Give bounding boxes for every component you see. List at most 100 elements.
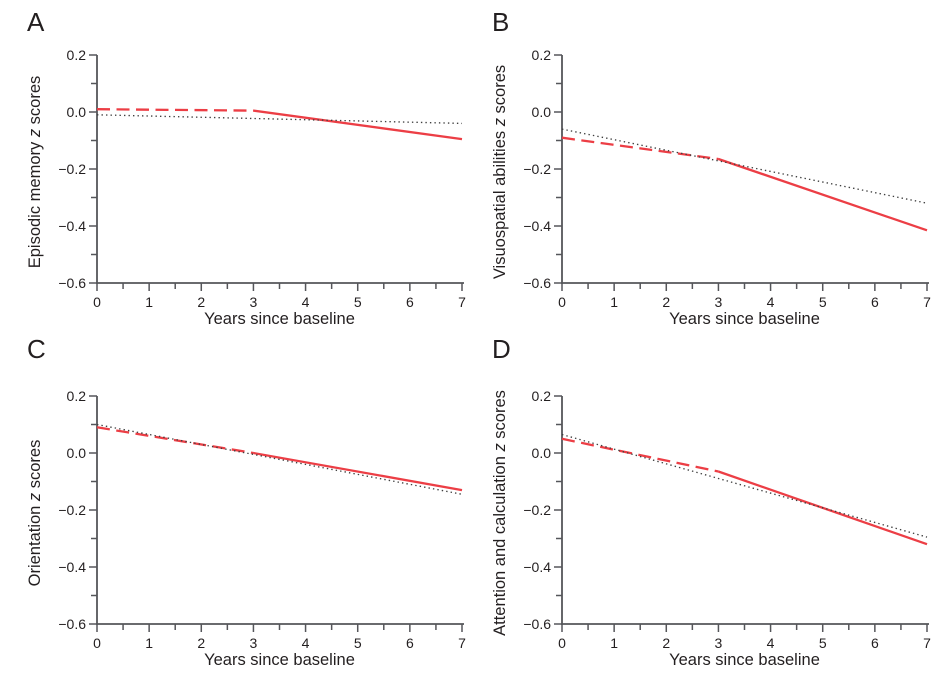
y-tick-label: −0.4 [58, 559, 86, 575]
orientation-plot: 0.2 0.0 −0.2 −0.4 −0.6 0 1 2 3 4 5 6 7 Years since ba… [26, 388, 466, 669]
x-tick-label: 5 [354, 635, 362, 651]
series-line-red-solid-years-3-7 [253, 109, 463, 141]
ticks [89, 395, 463, 632]
axes [96, 396, 464, 625]
y-axis-title: Attention and calculation z scores [491, 390, 509, 636]
series-line-red-dashed-years-0-3 [561, 136, 719, 161]
x-tick-label: 1 [145, 294, 153, 310]
y-tick-label: 0.2 [67, 388, 87, 404]
y-tick-label: 0.0 [67, 445, 87, 461]
x-tick-label: 1 [610, 294, 618, 310]
attention-and-calculation-plot: 0.2 0.0 −0.2 −0.4 −0.6 0 1 2 3 4 5 6 7 Years since ba… [491, 388, 931, 669]
x-tick-label: 7 [923, 294, 931, 310]
panel-c-orientation: C 0.2 0.0 −0.2 −0.4 −0.6 0 1 2 3 4 5 6 7 Years since … [0, 336, 484, 683]
y-tick-label: 0.2 [532, 47, 552, 63]
y-tick-label: −0.2 [58, 502, 86, 518]
panel-b-letter: B [492, 7, 510, 37]
y-axis-title-text: scores [491, 390, 509, 443]
tick-labels: 0.2 0.0 −0.2 −0.4 −0.6 0 1 2 3 4 5 6 7 [523, 388, 931, 651]
y-tick-label: 0.2 [67, 47, 87, 63]
axes [561, 55, 929, 284]
ticks [554, 395, 928, 632]
x-axis-title: Years since baseline [204, 310, 355, 328]
series-line-gray-dotted-reference [561, 433, 928, 538]
series-line-red-dashed-years-0-3 [96, 108, 254, 112]
panel-c-letter: C [27, 334, 46, 364]
x-tick-label: 0 [93, 635, 101, 651]
axes [561, 396, 929, 625]
x-tick-label: 4 [302, 294, 310, 310]
x-tick-label: 0 [558, 294, 566, 310]
x-tick-label: 0 [93, 294, 101, 310]
x-axis-title: Years since baseline [204, 651, 355, 669]
x-tick-label: 6 [406, 294, 414, 310]
y-axis-title-text: Orientation [26, 501, 44, 586]
x-tick-label: 7 [923, 635, 931, 651]
y-tick-label: −0.2 [58, 161, 86, 177]
y-tick-label: 0.0 [532, 445, 552, 461]
x-tick-label: 3 [715, 635, 723, 651]
y-tick-label: 0.2 [532, 388, 552, 404]
y-axis-title-text: scores [26, 76, 44, 129]
x-tick-label: 6 [871, 294, 879, 310]
tick-labels: 0.2 0.0 −0.2 −0.4 −0.6 0 1 2 3 4 5 6 7 [523, 47, 931, 310]
x-tick-label: 4 [767, 294, 775, 310]
y-axis-title-text: scores [26, 440, 44, 493]
series-line-gray-dotted-reference [96, 423, 463, 495]
x-tick-label: 1 [145, 635, 153, 651]
tick-labels: 0.2 0.0 −0.2 −0.4 −0.6 0 1 2 3 4 5 6 7 [58, 388, 466, 651]
y-axis-title-z: z [26, 492, 44, 502]
y-tick-label: −0.6 [58, 275, 86, 291]
y-tick-label: −0.4 [58, 218, 86, 234]
x-tick-label: 6 [871, 635, 879, 651]
series [96, 423, 463, 495]
y-tick-label: −0.4 [523, 559, 551, 575]
y-tick-label: −0.2 [523, 161, 551, 177]
y-tick-label: 0.0 [532, 104, 552, 120]
visuospatial-abilities-plot: 0.2 0.0 −0.2 −0.4 −0.6 0 1 2 3 4 5 6 7 Years since ba… [491, 47, 931, 328]
x-tick-label: 4 [302, 635, 310, 651]
x-tick-label: 5 [819, 635, 827, 651]
y-axis-title-text: Episodic memory [26, 137, 44, 268]
x-axis-title: Years since baseline [669, 651, 820, 669]
x-tick-label: 7 [458, 294, 466, 310]
x-tick-label: 5 [819, 294, 827, 310]
x-tick-label: 0 [558, 635, 566, 651]
y-axis-title-text: Visuospatial abilities [491, 126, 509, 279]
y-axis-title-text: Attention and calculation [491, 452, 509, 636]
panel-b-visuospatial-abilities: B 0.2 0.0 −0.2 −0.4 −0.6 0 1 2 3 4 5 6 7 Years since … [465, 0, 949, 342]
panel-a-letter: A [27, 7, 45, 37]
series-line-red-solid-years-3-7 [718, 157, 928, 232]
ticks [89, 54, 463, 291]
y-axis-title-z: z [491, 443, 509, 453]
panel-d-letter: D [492, 334, 511, 364]
y-tick-label: −0.2 [523, 502, 551, 518]
panel-a-episodic-memory: A 0.2 0.0 −0.2 −0.4 −0.6 0 1 2 3 4 5 6 7 Years since … [0, 0, 484, 342]
series-line-gray-dotted-reference [96, 114, 463, 125]
y-axis-title-z: z [491, 117, 509, 127]
y-axis-title-z: z [26, 128, 44, 138]
series [561, 433, 928, 546]
y-tick-label: −0.6 [58, 616, 86, 632]
series [96, 108, 463, 141]
x-tick-label: 5 [354, 294, 362, 310]
y-tick-label: −0.4 [523, 218, 551, 234]
y-tick-label: −0.6 [523, 275, 551, 291]
x-tick-label: 2 [197, 635, 205, 651]
episodic-memory-plot: 0.2 0.0 −0.2 −0.4 −0.6 0 1 2 3 4 5 6 7 Years since ba… [26, 47, 466, 328]
y-tick-label: −0.6 [523, 616, 551, 632]
y-axis-title: Orientation z scores [26, 440, 44, 587]
x-tick-label: 7 [458, 635, 466, 651]
x-tick-label: 3 [715, 294, 723, 310]
x-tick-label: 1 [610, 635, 618, 651]
x-tick-label: 4 [767, 635, 775, 651]
x-tick-label: 3 [250, 635, 258, 651]
x-tick-label: 6 [406, 635, 414, 651]
y-tick-label: 0.0 [67, 104, 87, 120]
x-tick-label: 3 [250, 294, 258, 310]
series [561, 128, 928, 232]
x-tick-label: 2 [197, 294, 205, 310]
y-axis-title: Visuospatial abilities z scores [491, 65, 509, 279]
x-tick-label: 2 [662, 294, 670, 310]
